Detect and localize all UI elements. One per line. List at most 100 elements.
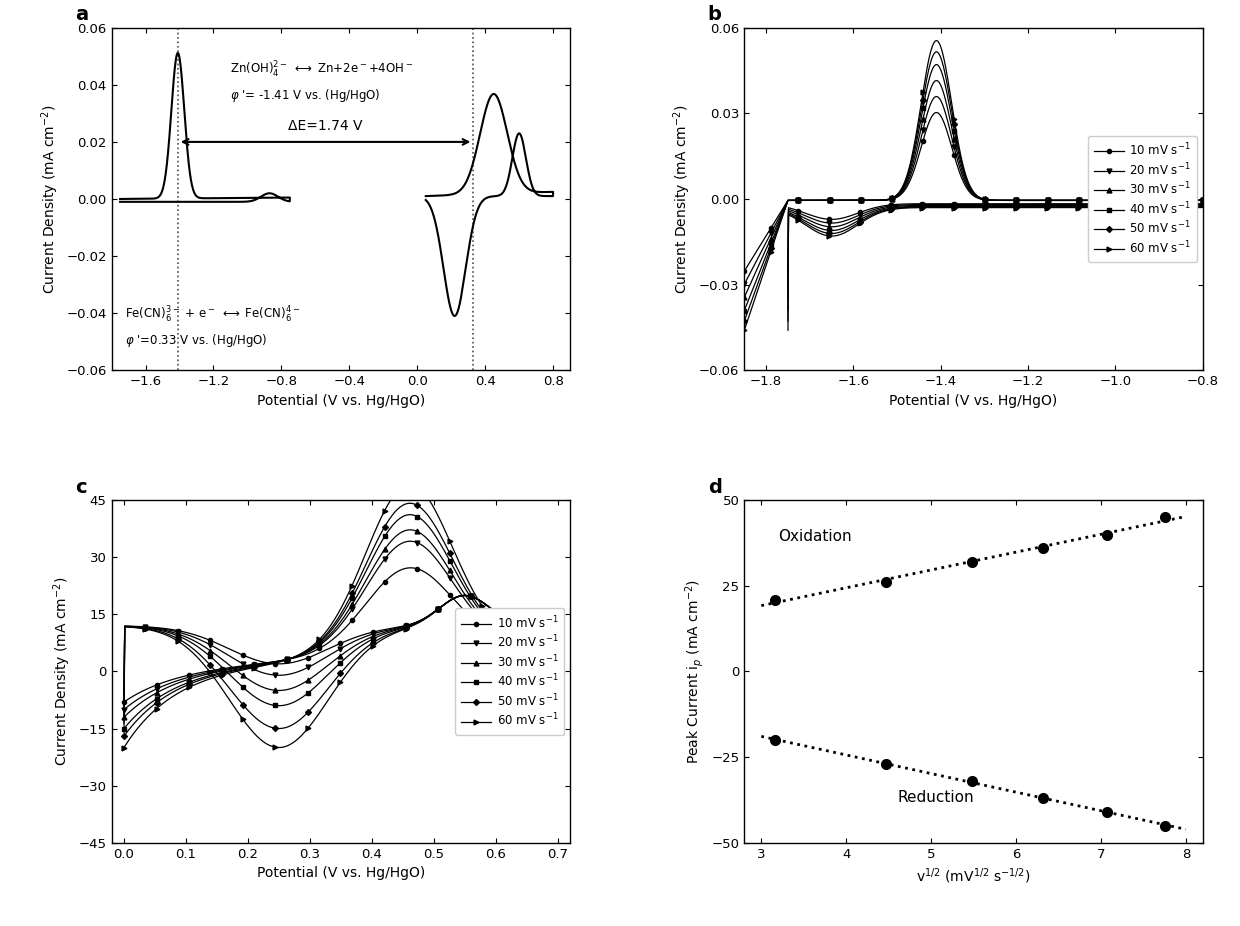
60 mV s$^{-1}$ xyxy=(875,194,890,206)
Line: 60 mV s$^{-1}$: 60 mV s$^{-1}$ xyxy=(742,38,1205,332)
40 mV s$^{-1}$ xyxy=(494,625,508,636)
60 mV s$^{-1}$ xyxy=(929,35,944,46)
10 mV s$^{-1}$ xyxy=(929,107,944,119)
10 mV s$^{-1}$ xyxy=(956,198,971,209)
X-axis label: Potential (V vs. Hg/HgO): Potential (V vs. Hg/HgO) xyxy=(889,394,1058,407)
10 mV s$^{-1}$ xyxy=(117,690,131,701)
30 mV s$^{-1}$ xyxy=(232,662,247,673)
Line: 20 mV s$^{-1}$: 20 mV s$^{-1}$ xyxy=(742,94,1205,287)
Line: 10 mV s$^{-1}$: 10 mV s$^{-1}$ xyxy=(122,566,559,704)
Line: 30 mV s$^{-1}$: 30 mV s$^{-1}$ xyxy=(122,528,560,720)
Text: Reduction: Reduction xyxy=(898,790,973,805)
20 mV s$^{-1}$ xyxy=(117,696,131,707)
20 mV s$^{-1}$ xyxy=(1189,194,1204,206)
X-axis label: Potential (V vs. Hg/HgO): Potential (V vs. Hg/HgO) xyxy=(257,394,425,407)
10 mV s$^{-1}$ xyxy=(875,194,890,206)
Y-axis label: Current Density (mA cm$^{-2}$): Current Density (mA cm$^{-2}$) xyxy=(51,577,73,766)
60 mV s$^{-1}$ xyxy=(1141,194,1156,206)
50 mV s$^{-1}$ xyxy=(117,731,131,742)
40 mV s$^{-1}$ xyxy=(232,663,247,674)
Legend: 10 mV s$^{-1}$, 20 mV s$^{-1}$, 30 mV s$^{-1}$, 40 mV s$^{-1}$, 50 mV s$^{-1}$, : 10 mV s$^{-1}$, 20 mV s$^{-1}$, 30 mV s$… xyxy=(1089,136,1197,262)
50 mV s$^{-1}$ xyxy=(875,194,890,206)
40 mV s$^{-1}$ xyxy=(1189,194,1204,206)
60 mV s$^{-1}$ xyxy=(117,727,131,738)
20 mV s$^{-1}$ xyxy=(494,628,508,639)
50 mV s$^{-1}$ xyxy=(403,497,418,508)
40 mV s$^{-1}$ xyxy=(528,619,543,631)
Text: $\varphi$ '=0.33 V vs. (Hg/HgO): $\varphi$ '=0.33 V vs. (Hg/HgO) xyxy=(125,332,268,349)
50 mV s$^{-1}$ xyxy=(929,46,944,57)
60 mV s$^{-1}$ xyxy=(1163,202,1178,213)
Text: d: d xyxy=(708,478,722,497)
30 mV s$^{-1}$ xyxy=(1141,194,1156,206)
20 mV s$^{-1}$ xyxy=(117,704,131,715)
50 mV s$^{-1}$ xyxy=(1141,194,1156,206)
10 mV s$^{-1}$ xyxy=(403,562,418,573)
50 mV s$^{-1}$ xyxy=(1189,194,1204,206)
20 mV s$^{-1}$ xyxy=(956,199,971,210)
20 mV s$^{-1}$ xyxy=(1163,199,1178,210)
Line: 50 mV s$^{-1}$: 50 mV s$^{-1}$ xyxy=(122,501,559,738)
20 mV s$^{-1}$ xyxy=(1141,194,1156,206)
Text: a: a xyxy=(74,6,88,24)
Line: 20 mV s$^{-1}$: 20 mV s$^{-1}$ xyxy=(122,539,560,712)
Text: b: b xyxy=(708,6,722,24)
10 mV s$^{-1}$ xyxy=(528,619,543,631)
20 mV s$^{-1}$ xyxy=(892,190,906,201)
30 mV s$^{-1}$ xyxy=(1189,194,1204,206)
50 mV s$^{-1}$ xyxy=(528,619,543,631)
Line: 50 mV s$^{-1}$: 50 mV s$^{-1}$ xyxy=(743,50,1205,323)
40 mV s$^{-1}$ xyxy=(780,305,795,316)
40 mV s$^{-1}$ xyxy=(117,711,131,722)
40 mV s$^{-1}$ xyxy=(263,657,278,669)
20 mV s$^{-1}$ xyxy=(403,535,418,546)
50 mV s$^{-1}$ xyxy=(510,617,525,628)
Text: Oxidation: Oxidation xyxy=(779,530,852,544)
10 mV s$^{-1}$ xyxy=(1189,194,1204,206)
X-axis label: v$^{1/2}$ (mV$^{1/2}$ s$^{-1/2}$): v$^{1/2}$ (mV$^{1/2}$ s$^{-1/2}$) xyxy=(916,866,1030,885)
30 mV s$^{-1}$ xyxy=(510,617,525,628)
60 mV s$^{-1}$ xyxy=(956,202,971,213)
60 mV s$^{-1}$ xyxy=(892,187,906,198)
10 mV s$^{-1}$ xyxy=(737,266,751,277)
50 mV s$^{-1}$ xyxy=(232,664,247,675)
50 mV s$^{-1}$ xyxy=(263,658,278,669)
50 mV s$^{-1}$ xyxy=(780,316,795,327)
20 mV s$^{-1}$ xyxy=(528,619,543,631)
50 mV s$^{-1}$ xyxy=(409,500,424,511)
40 mV s$^{-1}$ xyxy=(929,59,944,70)
Y-axis label: Current Density (mA cm$^{-2}$): Current Density (mA cm$^{-2}$) xyxy=(40,105,61,294)
10 mV s$^{-1}$ xyxy=(1141,194,1156,206)
20 mV s$^{-1}$ xyxy=(409,537,424,548)
40 mV s$^{-1}$ xyxy=(737,305,751,316)
40 mV s$^{-1}$ xyxy=(875,194,890,206)
20 mV s$^{-1}$ xyxy=(263,657,278,668)
60 mV s$^{-1}$ xyxy=(117,742,131,753)
Text: ΔE=1.74 V: ΔE=1.74 V xyxy=(289,119,363,133)
Text: Fe(CN)$_6^{3-}$ + e$^-$ $\longleftrightarrow$ Fe(CN)$_6^{4-}$: Fe(CN)$_6^{3-}$ + e$^-$ $\longleftrighta… xyxy=(125,305,300,325)
30 mV s$^{-1}$ xyxy=(494,627,508,638)
10 mV s$^{-1}$ xyxy=(117,696,131,707)
20 mV s$^{-1}$ xyxy=(875,194,890,206)
X-axis label: Potential (V vs. Hg/HgO): Potential (V vs. Hg/HgO) xyxy=(257,866,425,880)
60 mV s$^{-1}$ xyxy=(510,617,525,628)
60 mV s$^{-1}$ xyxy=(403,479,418,490)
Y-axis label: Peak Current i$_p$ (mA cm$^{-2}$): Peak Current i$_p$ (mA cm$^{-2}$) xyxy=(683,579,706,764)
30 mV s$^{-1}$ xyxy=(263,657,278,669)
60 mV s$^{-1}$ xyxy=(1189,194,1204,206)
60 mV s$^{-1}$ xyxy=(528,619,543,631)
40 mV s$^{-1}$ xyxy=(892,189,906,200)
Line: 40 mV s$^{-1}$: 40 mV s$^{-1}$ xyxy=(743,62,1205,313)
20 mV s$^{-1}$ xyxy=(737,279,751,290)
40 mV s$^{-1}$ xyxy=(956,201,971,212)
Legend: 10 mV s$^{-1}$, 20 mV s$^{-1}$, 30 mV s$^{-1}$, 40 mV s$^{-1}$, 50 mV s$^{-1}$, : 10 mV s$^{-1}$, 20 mV s$^{-1}$, 30 mV s$… xyxy=(455,608,564,734)
30 mV s$^{-1}$ xyxy=(956,200,971,211)
40 mV s$^{-1}$ xyxy=(1163,201,1178,212)
60 mV s$^{-1}$ xyxy=(780,325,795,336)
30 mV s$^{-1}$ xyxy=(117,703,131,714)
20 mV s$^{-1}$ xyxy=(510,617,525,628)
10 mV s$^{-1}$ xyxy=(494,631,508,642)
50 mV s$^{-1}$ xyxy=(494,624,508,635)
Y-axis label: Current Density (mA cm$^{-2}$): Current Density (mA cm$^{-2}$) xyxy=(672,105,693,294)
60 mV s$^{-1}$ xyxy=(737,325,751,336)
